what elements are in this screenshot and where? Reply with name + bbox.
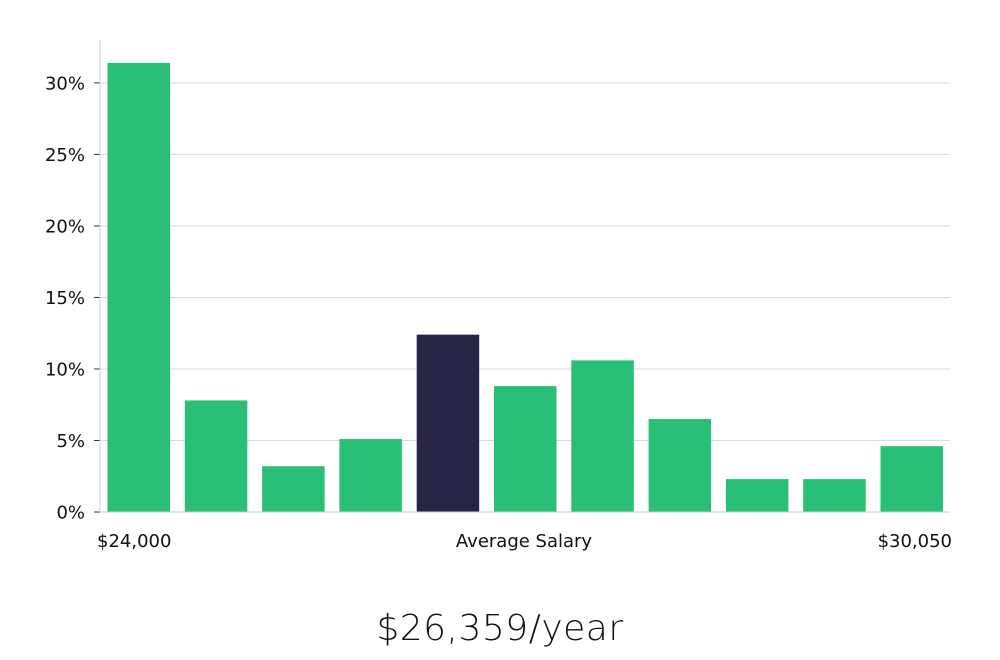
y-tick-label: 15% xyxy=(45,288,85,309)
bar xyxy=(725,479,789,512)
grid-lines xyxy=(100,82,950,441)
axes xyxy=(94,40,950,513)
bar xyxy=(339,439,402,512)
x-axis-labels: $24,000 Average Salary $30,050 xyxy=(97,531,952,552)
y-tick-label: 5% xyxy=(56,431,85,452)
y-tick-label: 20% xyxy=(45,216,85,237)
bar xyxy=(803,479,866,512)
bar xyxy=(494,386,557,512)
y-tick-label: 0% xyxy=(56,503,85,524)
bars xyxy=(107,62,943,512)
bar xyxy=(880,446,943,512)
average-salary-value: $26,359/year xyxy=(376,608,624,649)
bar xyxy=(648,419,712,512)
y-tick-label: 30% xyxy=(45,73,85,94)
y-tick-labels: 0% 5% 10% 15% 20% 25% 30% xyxy=(45,73,85,523)
bar xyxy=(571,360,634,512)
bar-average-salary xyxy=(416,334,480,512)
bar xyxy=(107,62,170,512)
chart-canvas: 0% 5% 10% 15% 20% 25% 30% $24,000 Average Sala… xyxy=(45,40,952,552)
x-label-center: Average Salary xyxy=(456,531,593,552)
bar xyxy=(184,400,248,512)
x-label-min: $24,000 xyxy=(97,531,171,552)
bar xyxy=(262,466,325,512)
y-tick-label: 25% xyxy=(45,145,85,166)
y-tick-label: 10% xyxy=(45,359,85,380)
x-label-max: $30,050 xyxy=(878,531,952,552)
